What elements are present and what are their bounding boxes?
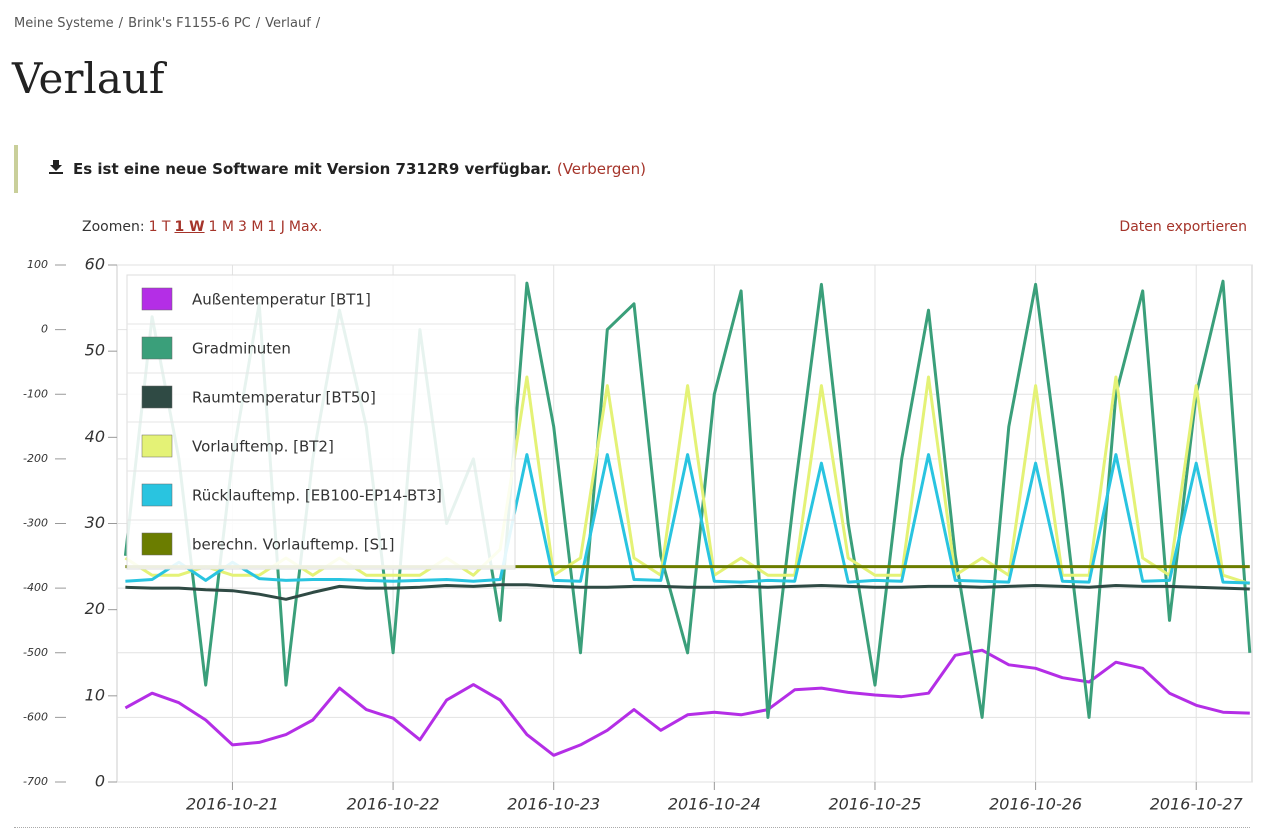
breadcrumb: Meine Systeme / Brink's F1155-6 PC / Verlauf… bbox=[14, 16, 325, 31]
legend-label[interactable]: Raumtemperatur [BT50] bbox=[192, 389, 376, 407]
notice: Es ist eine neue Software mit Version 73… bbox=[14, 145, 818, 193]
legend-label[interactable]: Rücklauftemp. [EB100-EP14-BT3] bbox=[192, 487, 442, 505]
legend-swatch[interactable] bbox=[141, 434, 173, 458]
series-line bbox=[125, 453, 1250, 585]
series-line bbox=[125, 583, 1250, 601]
breadcrumb-item[interactable]: Verlauf bbox=[265, 16, 311, 31]
breadcrumb-item[interactable]: Brink's F1155-6 PC bbox=[128, 16, 251, 31]
notice-text: Es ist eine neue Software mit Version 73… bbox=[73, 160, 552, 178]
zoom-option[interactable]: 1 T bbox=[148, 219, 171, 235]
x-tick-label: 2016-10-23 bbox=[507, 795, 600, 814]
page-title: Verlauf bbox=[12, 54, 165, 103]
zoom-option[interactable]: 3 M bbox=[237, 219, 264, 235]
y-tick-label: 40 bbox=[85, 427, 105, 446]
breadcrumb-separator: / bbox=[315, 16, 321, 31]
y2-tick-label: -100 bbox=[23, 387, 48, 400]
y-tick-label: 10 bbox=[85, 685, 105, 704]
zoom-option[interactable]: 1 W bbox=[174, 219, 205, 235]
x-tick-label: 2016-10-22 bbox=[347, 795, 440, 814]
divider bbox=[14, 827, 1250, 828]
y2-tick-label: 100 bbox=[27, 258, 48, 271]
x-tick-label: 2016-10-24 bbox=[668, 795, 761, 814]
x-tick-label: 2016-10-26 bbox=[989, 795, 1082, 814]
breadcrumb-item[interactable]: Meine Systeme bbox=[14, 16, 114, 31]
legend-label[interactable]: Außentemperatur [BT1] bbox=[192, 291, 371, 309]
export-link[interactable]: Daten exportieren bbox=[1119, 219, 1247, 235]
breadcrumb-separator: / bbox=[118, 16, 124, 31]
y-tick-label: 20 bbox=[85, 599, 105, 618]
y-tick-label: 0 bbox=[95, 772, 105, 791]
x-tick-label: 2016-10-25 bbox=[828, 795, 921, 814]
legend-swatch[interactable] bbox=[141, 336, 173, 360]
y2-tick-label: -200 bbox=[23, 452, 48, 465]
legend-swatch[interactable] bbox=[141, 532, 173, 556]
series-line bbox=[124, 648, 1250, 757]
zoom-option[interactable]: Max. bbox=[288, 219, 323, 235]
y2-tick-label: -600 bbox=[23, 710, 48, 723]
legend-label[interactable]: berechn. Vorlauftemp. [S1] bbox=[192, 536, 395, 554]
y-tick-label: 50 bbox=[85, 341, 105, 360]
legend-label[interactable]: Gradminuten bbox=[192, 340, 291, 358]
y-tick-label: 30 bbox=[85, 513, 105, 532]
legend-swatch[interactable] bbox=[141, 287, 173, 311]
y2-tick-label: -400 bbox=[23, 581, 48, 594]
zoom-label: Zoomen: bbox=[82, 219, 145, 235]
legend-swatch[interactable] bbox=[141, 483, 173, 507]
y2-tick-label: -500 bbox=[23, 646, 48, 659]
y2-tick-label: -300 bbox=[23, 517, 48, 530]
breadcrumb-separator: / bbox=[255, 16, 261, 31]
zoom-option[interactable]: 1 J bbox=[267, 219, 285, 235]
notice-text-wrap: Es ist eine neue Software mit Version 73… bbox=[73, 160, 646, 178]
y2-tick-label: 0 bbox=[41, 323, 48, 336]
y-tick-label: 60 bbox=[85, 255, 105, 274]
x-tick-label: 2016-10-27 bbox=[1150, 795, 1244, 814]
x-tick-label: 2016-10-21 bbox=[186, 795, 279, 814]
y2-tick-label: -700 bbox=[23, 775, 48, 788]
hide-link[interactable]: (Verbergen) bbox=[556, 160, 646, 178]
download-icon bbox=[49, 160, 63, 174]
zoom-option[interactable]: 1 M bbox=[208, 219, 234, 235]
legend-swatch[interactable] bbox=[141, 385, 173, 409]
legend-label[interactable]: Vorlauftemp. [BT2] bbox=[192, 438, 334, 456]
